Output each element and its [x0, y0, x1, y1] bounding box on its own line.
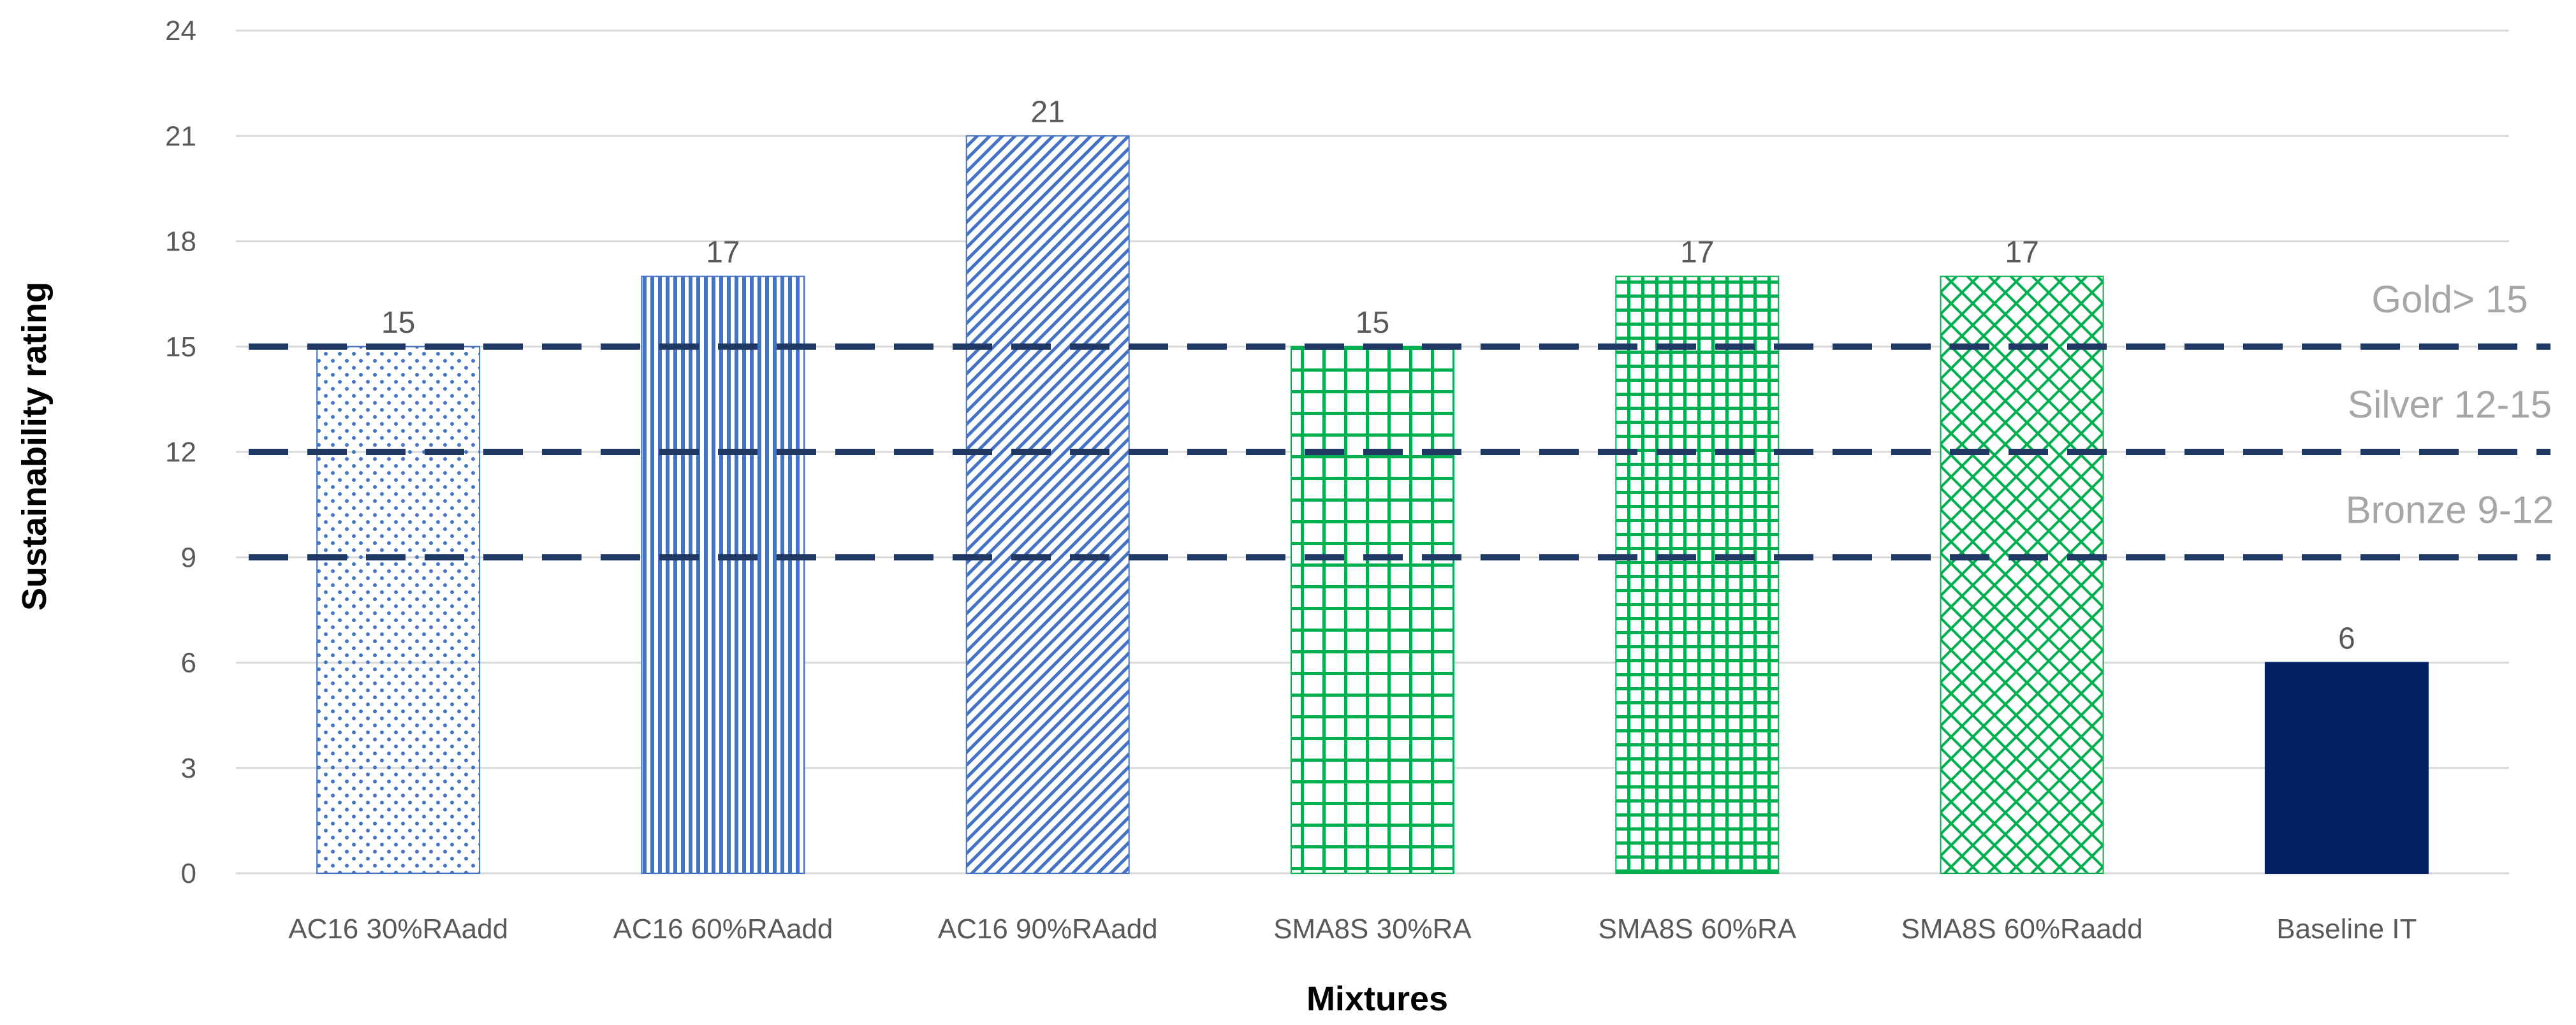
bar — [1615, 275, 1780, 875]
y-axis-title: Sustainability rating — [15, 282, 54, 611]
x-axis-ticks: AC16 30%RAadd AC16 60%RAadd AC16 90%RAadd S… — [288, 913, 2417, 945]
x-tick-label: AC16 30%RAadd — [288, 913, 508, 945]
x-tick-label: SMA8S 60%Raadd — [1901, 913, 2143, 945]
x-tick-label: AC16 90%RAadd — [938, 913, 1158, 945]
data-label: 15 — [381, 306, 415, 340]
x-tick-label: SMA8S 30%RA — [1273, 913, 1472, 945]
x-tick-label: AC16 60%RAadd — [613, 913, 833, 945]
y-tick-label: 9 — [181, 542, 196, 573]
x-tick-label: Baseline IT — [2276, 913, 2417, 945]
y-tick-label: 21 — [165, 120, 196, 152]
y-tick-label: 15 — [165, 331, 196, 363]
y-tick-label: 12 — [165, 437, 196, 468]
bars — [316, 135, 2429, 875]
data-label: 6 — [2338, 622, 2355, 656]
bar — [1940, 275, 2104, 875]
y-tick-label: 18 — [165, 226, 196, 258]
bar — [2264, 662, 2429, 874]
x-tick-label: SMA8S 60%RA — [1598, 913, 1796, 945]
data-label: 15 — [1356, 306, 1389, 340]
data-labels: 15 17 21 15 17 17 6 — [381, 95, 2355, 655]
bar — [316, 345, 481, 874]
y-tick-label: 3 — [181, 753, 196, 784]
data-label: 17 — [2005, 236, 2038, 270]
x-axis-title: Mixtures — [1306, 980, 1448, 1018]
data-label: 17 — [1680, 236, 1714, 270]
threshold-label: Bronze 9-12 — [2346, 488, 2554, 531]
bar — [641, 275, 805, 875]
threshold-lines: Gold> 15 Silver 12-15 Bronze 9-12 — [249, 278, 2554, 561]
bar — [1291, 345, 1454, 874]
data-label: 17 — [706, 236, 740, 270]
threshold-label: Silver 12-15 — [2348, 383, 2552, 426]
bar — [965, 135, 1130, 874]
y-tick-label: 6 — [181, 648, 196, 679]
y-tick-label: 0 — [181, 858, 196, 889]
threshold-label: Gold> 15 — [2371, 278, 2528, 321]
y-axis-ticks: 0 3 6 9 12 15 18 21 24 — [165, 15, 196, 889]
y-tick-label: 24 — [165, 15, 196, 47]
data-label: 21 — [1031, 95, 1065, 129]
